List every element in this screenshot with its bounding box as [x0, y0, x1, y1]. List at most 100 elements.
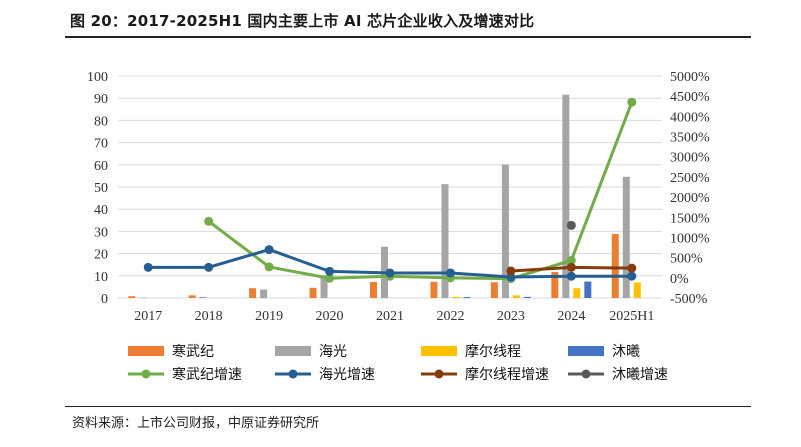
- title-divider: [65, 36, 751, 38]
- legend-label-bar-0: 寒武纪: [172, 343, 214, 360]
- point-1-2021: [385, 268, 395, 278]
- bar-0-2018: [188, 295, 196, 298]
- legend-marker-line-3: [581, 369, 591, 379]
- left-tick-0: 0: [101, 292, 108, 307]
- legend-label-line-2: 摩尔线程增速: [465, 366, 549, 383]
- point-1-2022: [445, 268, 455, 278]
- bar-1-2023: [501, 164, 509, 298]
- point-1-2019: [264, 245, 274, 255]
- legend-label-line-1: 海光增速: [319, 367, 375, 383]
- point-1-2018: [204, 262, 214, 272]
- left-tick-6: 60: [94, 159, 108, 174]
- bar-0-2017: [128, 296, 136, 298]
- point-1-2017: [143, 262, 153, 272]
- legend-label-line-0: 寒武纪增速: [172, 366, 242, 383]
- right-axis-ticks: -500% 0% 500% 1000% 1500% 2000% 2500% 3000% 3500…: [670, 70, 710, 307]
- left-tick-8: 80: [94, 114, 108, 129]
- x-axis-ticks: 2017 2018 2019 2020 2021 2022 2023 2024 2025H1: [134, 309, 654, 324]
- bar-1-2017: [139, 297, 147, 299]
- footer-divider: [65, 406, 751, 407]
- legend-swatch-bar-0: [128, 346, 164, 356]
- bar-1-2020: [320, 275, 328, 298]
- bar-0-2023: [490, 282, 498, 298]
- x-tick-2024: 2024: [557, 309, 585, 324]
- point-1-2025h1: [627, 271, 637, 281]
- right-tick-9: 4000%: [670, 110, 710, 125]
- left-tick-10: 100: [87, 70, 108, 85]
- left-tick-4: 40: [94, 203, 108, 218]
- bar-3-2023: [523, 296, 531, 298]
- bar-2-2022: [452, 296, 460, 298]
- point-0-2018: [204, 216, 214, 226]
- legend-label-bar-2: 摩尔线程: [465, 343, 521, 360]
- x-tick-2022: 2022: [436, 309, 464, 324]
- point-2-2024: [566, 262, 576, 272]
- bar-0-2024: [551, 272, 559, 298]
- x-tick-2025h1: 2025H1: [609, 309, 654, 324]
- right-tick-3: 1000%: [670, 231, 710, 246]
- legend-marker-line-2: [434, 369, 444, 379]
- right-tick-2: 500%: [670, 252, 703, 267]
- bar-3-2022: [463, 297, 471, 298]
- bar-1-2022: [441, 184, 449, 298]
- right-tick-6: 2500%: [670, 171, 710, 186]
- legend-marker-line-0: [141, 369, 151, 379]
- point-0-2019: [264, 262, 274, 272]
- point-2-2023: [506, 266, 516, 276]
- point-1-2020: [325, 266, 335, 276]
- point-1-2024: [566, 271, 576, 281]
- legend-swatch-bar-3: [568, 346, 604, 356]
- bar-3-2024: [584, 281, 592, 298]
- right-tick-1: 0%: [670, 272, 689, 287]
- x-tick-2018: 2018: [195, 309, 223, 324]
- left-tick-3: 30: [94, 225, 108, 240]
- x-tick-2023: 2023: [497, 309, 525, 324]
- bar-0-2022: [430, 281, 438, 298]
- right-tick-0: -500%: [670, 292, 708, 307]
- bar-1-2025h1: [622, 176, 630, 298]
- bar-2-2025h1: [633, 282, 641, 298]
- legend-label-line-3: 沐曦增速: [612, 367, 668, 383]
- left-tick-1: 10: [94, 270, 108, 285]
- bar-1-2019: [260, 289, 268, 298]
- point-2-2025h1: [627, 263, 637, 273]
- left-tick-5: 50: [94, 181, 108, 196]
- bar-2-2024: [573, 288, 581, 298]
- right-tick-7: 3000%: [670, 151, 710, 166]
- bar-1-2024: [562, 94, 570, 298]
- right-tick-11: 5000%: [670, 70, 710, 85]
- right-tick-4: 1500%: [670, 211, 710, 226]
- point-0-2025h1: [627, 97, 637, 107]
- bar-1-2018: [199, 296, 207, 298]
- bar-2-2023: [512, 295, 520, 298]
- growth-lines: [143, 97, 637, 284]
- left-tick-7: 70: [94, 137, 108, 152]
- point-0-2020: [325, 273, 335, 283]
- left-tick-2: 20: [94, 248, 108, 263]
- legend-swatch-bar-1: [275, 346, 311, 356]
- x-tick-2019: 2019: [255, 309, 283, 324]
- legend-swatch-bar-2: [421, 346, 457, 356]
- x-tick-2020: 2020: [316, 309, 344, 324]
- right-tick-5: 2000%: [670, 191, 710, 206]
- grid-lines: [118, 75, 662, 299]
- right-tick-8: 3500%: [670, 131, 710, 146]
- line-0-segment-0: [207, 101, 634, 281]
- left-tick-9: 90: [94, 92, 108, 107]
- point-0-2024: [566, 255, 576, 265]
- x-tick-2021: 2021: [376, 309, 404, 324]
- right-tick-10: 4500%: [670, 90, 710, 105]
- left-axis-ticks: 0 10 20 30 40 50 60 70 80 90 100: [87, 70, 108, 307]
- bar-0-2019: [249, 288, 257, 298]
- legend-label-bar-3: 沐曦: [612, 344, 640, 360]
- bar-0-2020: [309, 287, 317, 298]
- legend-label-bar-1: 海光: [319, 344, 347, 360]
- figure-title: 图 20：2017-2025H1 国内主要上市 AI 芯片企业收入及增速对比: [70, 12, 535, 30]
- legend-marker-line-1: [288, 369, 298, 379]
- bar-0-2025h1: [611, 234, 619, 298]
- source-note: 资料来源：上市公司财报，中原证券研究所: [72, 416, 320, 431]
- x-tick-2017: 2017: [134, 309, 162, 324]
- bar-0-2021: [370, 282, 377, 298]
